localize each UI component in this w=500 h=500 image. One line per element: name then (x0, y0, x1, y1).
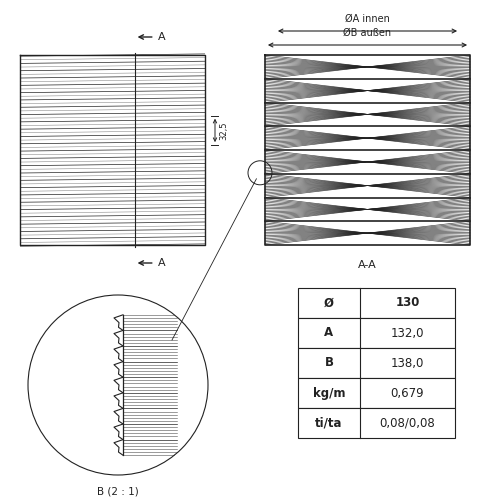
Text: 0,08/0,08: 0,08/0,08 (380, 416, 436, 430)
Text: A-A: A-A (358, 260, 377, 270)
Text: ti/ta: ti/ta (316, 416, 343, 430)
Text: 32,5: 32,5 (219, 121, 228, 140)
Bar (298, 288, 455, 318)
Text: kg/m: kg/m (313, 386, 345, 400)
Text: 132,0: 132,0 (391, 326, 424, 340)
Text: ØA innen: ØA innen (345, 14, 390, 24)
Text: B (2 : 1): B (2 : 1) (97, 487, 139, 497)
Text: A: A (158, 258, 166, 268)
Bar (298, 348, 455, 378)
Text: 138,0: 138,0 (391, 356, 424, 370)
Text: Ø: Ø (324, 296, 334, 310)
Bar (298, 378, 455, 408)
Text: A: A (158, 32, 166, 42)
Text: ØB außen: ØB außen (344, 28, 392, 38)
Bar (298, 408, 455, 438)
Text: A: A (324, 326, 334, 340)
Bar (298, 318, 455, 348)
Text: 130: 130 (396, 296, 419, 310)
Text: 0,679: 0,679 (390, 386, 424, 400)
Text: B: B (324, 356, 334, 370)
